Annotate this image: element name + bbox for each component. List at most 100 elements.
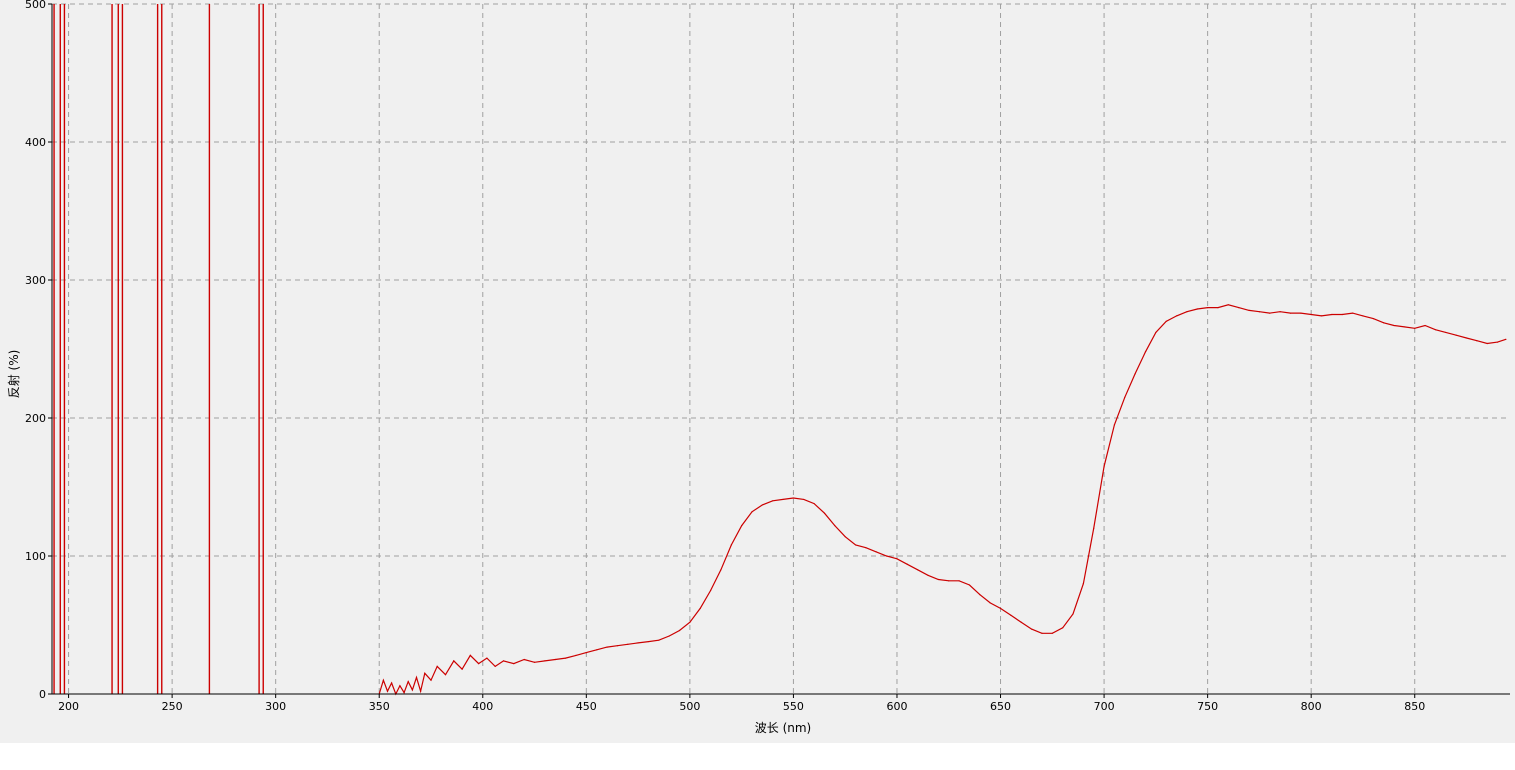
data-point — [999, 607, 1002, 610]
data-points — [378, 304, 1507, 695]
data-point — [1486, 342, 1488, 345]
data-point — [668, 635, 670, 637]
data-point — [606, 646, 608, 648]
data-point — [875, 551, 877, 553]
x-tick-label: 550 — [783, 700, 804, 713]
data-point — [502, 660, 505, 662]
data-point — [1320, 315, 1323, 317]
data-point — [730, 544, 732, 546]
data-point — [1465, 337, 1468, 339]
data-point — [803, 498, 805, 501]
data-point — [751, 511, 753, 513]
data-point — [1041, 632, 1043, 634]
data-point — [917, 569, 919, 571]
data-point — [486, 657, 488, 659]
data-point — [989, 602, 991, 604]
data-point — [813, 502, 815, 505]
data-point — [585, 652, 587, 654]
data-point — [391, 682, 393, 684]
x-tick-label: 450 — [576, 700, 597, 713]
data-point — [1331, 313, 1333, 316]
data-point — [1165, 320, 1167, 322]
data-point — [658, 639, 660, 641]
data-point — [1155, 331, 1157, 334]
data-point — [937, 578, 939, 581]
data-point — [1424, 324, 1426, 327]
data-point — [616, 645, 618, 647]
data-point — [896, 558, 898, 560]
data-point — [1175, 315, 1178, 317]
x-tick-label: 850 — [1404, 700, 1425, 713]
data-point — [533, 661, 536, 663]
data-point — [1062, 627, 1064, 629]
data-point — [865, 547, 867, 549]
x-tick-label: 600 — [886, 700, 907, 713]
data-point — [554, 658, 556, 661]
x-axis-label: 波长 (nm) — [755, 721, 811, 735]
data-point — [596, 649, 598, 651]
x-tick-label: 750 — [1197, 700, 1218, 713]
data-point — [927, 574, 929, 576]
data-point — [1258, 311, 1261, 313]
data-point — [823, 512, 826, 514]
data-point — [424, 672, 426, 674]
data-point — [1383, 322, 1385, 324]
data-point — [741, 525, 743, 527]
data-point — [544, 660, 546, 662]
data-point — [689, 621, 691, 623]
data-point — [637, 642, 639, 644]
y-tick-label: 400 — [25, 136, 46, 149]
x-tick-label: 250 — [162, 700, 183, 713]
data-point — [415, 676, 418, 679]
data-point — [444, 674, 447, 676]
data-point — [1217, 307, 1219, 309]
data-point — [1300, 312, 1302, 314]
data-point — [1072, 613, 1074, 615]
data-point — [575, 654, 577, 656]
data-point — [979, 594, 981, 596]
data-point — [1341, 313, 1343, 316]
data-point — [399, 685, 401, 687]
data-point — [627, 643, 629, 645]
data-point — [948, 580, 950, 582]
data-point — [1476, 340, 1478, 342]
data-point — [420, 690, 422, 692]
x-tick-label: 300 — [265, 700, 286, 713]
data-point — [1238, 307, 1240, 309]
data-point — [854, 544, 857, 546]
data-point — [1372, 318, 1374, 320]
data-point — [461, 668, 463, 670]
data-point — [699, 607, 701, 610]
data-point — [382, 679, 384, 681]
data-point — [678, 629, 681, 632]
x-ticks: 200 250 300 350 400 450 500 550 600 650 700 750 800 8… — [58, 694, 1425, 713]
data-point — [523, 658, 525, 661]
data-point — [1082, 583, 1084, 585]
y-axis-label: 反射 (%) — [6, 350, 21, 399]
data-point — [1269, 312, 1271, 314]
data-point — [1134, 373, 1136, 375]
data-point — [1279, 311, 1281, 313]
data-point — [1352, 312, 1354, 314]
data-point — [1414, 327, 1416, 329]
data-point — [1310, 313, 1312, 316]
data-point — [513, 663, 515, 665]
y-tick-label: 0 — [39, 688, 46, 701]
x-tick-label: 350 — [369, 700, 390, 713]
data-point — [1434, 329, 1437, 331]
y-tick-label: 300 — [25, 274, 46, 287]
data-point — [478, 663, 480, 665]
data-point — [1496, 341, 1499, 343]
data-point — [565, 657, 567, 659]
data-point — [1093, 527, 1095, 530]
data-point — [469, 654, 471, 656]
data-point — [1207, 307, 1209, 309]
data-point — [1445, 331, 1447, 334]
data-point — [1227, 304, 1229, 306]
data-point — [844, 536, 846, 538]
data-point — [1393, 324, 1395, 327]
data-point — [761, 504, 763, 506]
data-point — [453, 660, 455, 662]
